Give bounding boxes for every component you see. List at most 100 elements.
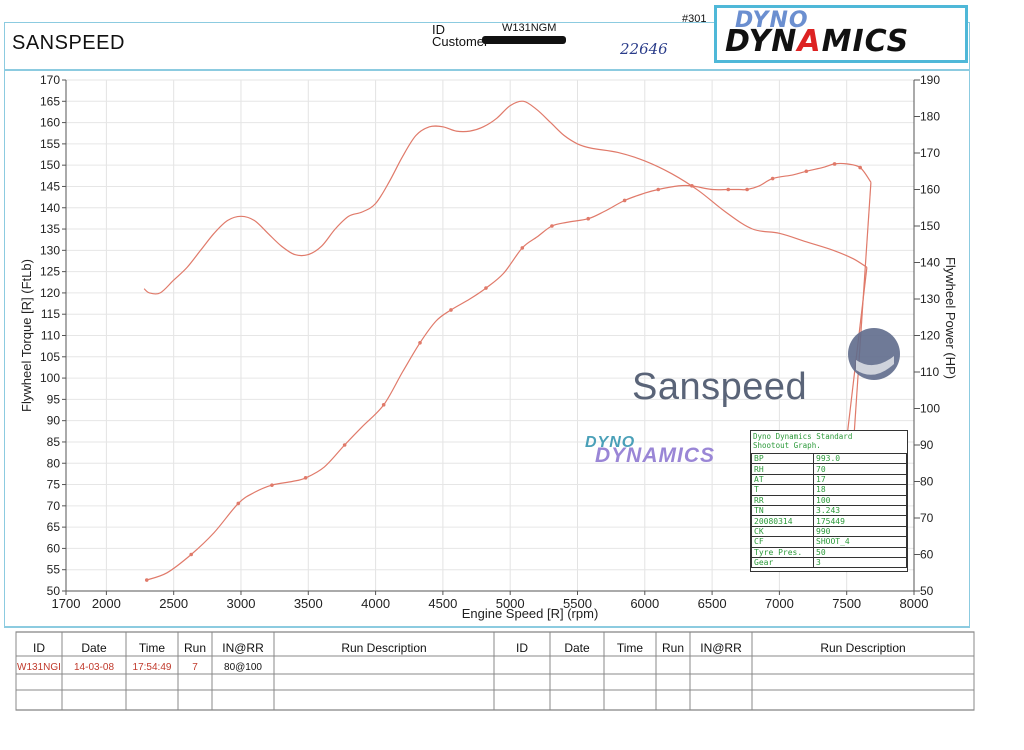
customer-label: Customer bbox=[432, 34, 489, 49]
power-point bbox=[656, 187, 661, 192]
shootout-key: TN bbox=[751, 504, 814, 517]
shootout-value: 100 bbox=[813, 494, 907, 506]
shootout-row: 20080314 175449 bbox=[751, 515, 907, 527]
shootout-key: T bbox=[751, 484, 814, 496]
shootout-row: BP 993.0 bbox=[751, 452, 907, 465]
power-point bbox=[622, 198, 627, 203]
y-right-tick-label: 110 bbox=[920, 365, 939, 379]
x-tick-label: 7500 bbox=[832, 596, 861, 611]
x-tick-label: 7000 bbox=[765, 596, 794, 611]
shootout-key: CK bbox=[751, 525, 814, 538]
y-left-tick-label: 55 bbox=[47, 563, 61, 577]
y-left-tick-label: 165 bbox=[40, 94, 60, 108]
shootout-key: Gear bbox=[751, 556, 814, 569]
y-left-tick-label: 100 bbox=[40, 371, 60, 385]
x-tick-label: 3000 bbox=[227, 596, 256, 611]
power-point bbox=[745, 187, 749, 192]
y-left-tick-label: 80 bbox=[47, 456, 61, 470]
power-point bbox=[520, 246, 525, 250]
shootout-value: 50 bbox=[813, 546, 907, 558]
power-point bbox=[858, 165, 862, 170]
y-right-tick-label: 90 bbox=[920, 438, 934, 452]
watermark-logo-bottom: DYNAMICS bbox=[595, 444, 716, 467]
y-right-tick-label: 130 bbox=[920, 292, 940, 306]
y-left-tick-label: 125 bbox=[40, 265, 60, 279]
y-left-tick-label: 85 bbox=[47, 435, 61, 449]
shootout-value: 990 bbox=[813, 525, 907, 538]
y-left-tick-label: 170 bbox=[40, 73, 60, 87]
shootout-title-line1: Dyno Dynamics Standard bbox=[753, 432, 853, 441]
dyno-dynamics-logo: DYNO DYNAMICS bbox=[714, 5, 968, 63]
x-tick-label: 5500 bbox=[563, 596, 592, 611]
y-left-tick-label: 145 bbox=[40, 179, 60, 193]
y-axis-left-label: Flywheel Torque [R] (FtLb) bbox=[19, 259, 34, 412]
handwritten-note: 22646 bbox=[620, 40, 668, 58]
shootout-value: 18 bbox=[813, 484, 907, 496]
logo-bottom-text: DYNAMICS bbox=[725, 24, 909, 59]
watermark-logo: DYNO DYNAMICS bbox=[585, 434, 715, 468]
y-right-tick-label: 160 bbox=[920, 183, 940, 197]
x-tick-label: 3500 bbox=[294, 596, 323, 611]
y-left-tick-label: 160 bbox=[40, 116, 60, 130]
y-left-tick-label: 75 bbox=[47, 478, 61, 492]
shootout-row: T 18 bbox=[751, 484, 907, 496]
company-name: SANSPEED bbox=[12, 32, 125, 54]
shootout-row: TN 3.243 bbox=[751, 504, 907, 517]
y-left-tick-label: 90 bbox=[47, 414, 61, 428]
y-right-tick-label: 140 bbox=[920, 256, 940, 270]
power-point bbox=[804, 169, 809, 174]
y-left-tick-label: 110 bbox=[41, 329, 60, 343]
power-point bbox=[726, 187, 731, 192]
y-right-tick-label: 190 bbox=[920, 73, 940, 87]
y-left-tick-label: 150 bbox=[40, 158, 60, 172]
shootout-key: RH bbox=[751, 463, 814, 475]
shootout-row: Tyre Pres. 50 bbox=[751, 546, 907, 558]
shootout-value: 17 bbox=[813, 473, 907, 486]
power-point bbox=[236, 501, 241, 506]
shootout-key: RR bbox=[751, 494, 814, 506]
y-right-tick-label: 180 bbox=[920, 110, 940, 124]
watermark-name: Sanspeed bbox=[632, 366, 808, 408]
y-right-tick-label: 150 bbox=[920, 219, 940, 233]
shootout-value: 70 bbox=[813, 463, 907, 475]
shootout-key: BP bbox=[751, 452, 814, 465]
y-left-tick-label: 70 bbox=[47, 499, 61, 513]
y-axis-right-label: Flywheel Power (HP) bbox=[943, 257, 958, 379]
logo-bottom-mid: A bbox=[797, 24, 822, 59]
sheet-number: #301 bbox=[682, 13, 707, 25]
y-left-tick-label: 135 bbox=[40, 222, 60, 236]
x-tick-label: 5000 bbox=[496, 596, 525, 611]
shootout-value: SHOOT_4 bbox=[813, 536, 907, 548]
shootout-row: Gear 3 bbox=[751, 556, 907, 569]
shootout-table: BP 993.0 RH 70 AT 17 T 18 RR 100 TN 3.243 20080314 17… bbox=[751, 452, 907, 569]
x-tick-label: 6000 bbox=[630, 596, 659, 611]
shootout-row: AT 17 bbox=[751, 473, 907, 486]
x-tick-label: 4000 bbox=[361, 596, 390, 611]
y-left-tick-label: 115 bbox=[41, 307, 60, 321]
customer-redaction bbox=[482, 36, 566, 44]
shootout-value: 3.243 bbox=[813, 504, 907, 517]
y-left-tick-label: 120 bbox=[40, 286, 60, 300]
y-right-tick-label: 60 bbox=[920, 548, 934, 562]
power-point bbox=[270, 483, 274, 487]
shootout-value: 993.0 bbox=[813, 452, 907, 465]
shootout-title: Dyno Dynamics Standard Shootout Graph. bbox=[751, 431, 907, 453]
power-point bbox=[690, 184, 694, 188]
shootout-row: CK 990 bbox=[751, 525, 907, 538]
shootout-panel: Dyno Dynamics Standard Shootout Graph. B… bbox=[750, 430, 908, 572]
y-left-tick-label: 155 bbox=[40, 137, 60, 151]
y-right-tick-label: 100 bbox=[920, 402, 940, 416]
header-box bbox=[4, 22, 970, 71]
power-point bbox=[144, 578, 149, 582]
y-left-tick-label: 65 bbox=[47, 520, 61, 534]
shootout-key: 20080314 bbox=[751, 515, 814, 527]
y-left-tick-label: 95 bbox=[47, 392, 61, 406]
y-right-tick-label: 170 bbox=[920, 146, 940, 160]
shootout-row: CF SHOOT_4 bbox=[751, 536, 907, 548]
x-tick-label: 8000 bbox=[900, 596, 929, 611]
shootout-key: AT bbox=[751, 473, 814, 486]
y-right-tick-label: 80 bbox=[920, 475, 934, 489]
watermark-swoosh-icon bbox=[856, 356, 894, 375]
y-left-tick-label: 105 bbox=[40, 350, 60, 364]
